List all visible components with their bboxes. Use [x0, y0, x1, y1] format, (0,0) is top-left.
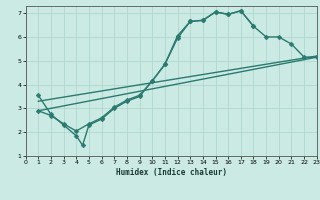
X-axis label: Humidex (Indice chaleur): Humidex (Indice chaleur)	[116, 168, 227, 177]
